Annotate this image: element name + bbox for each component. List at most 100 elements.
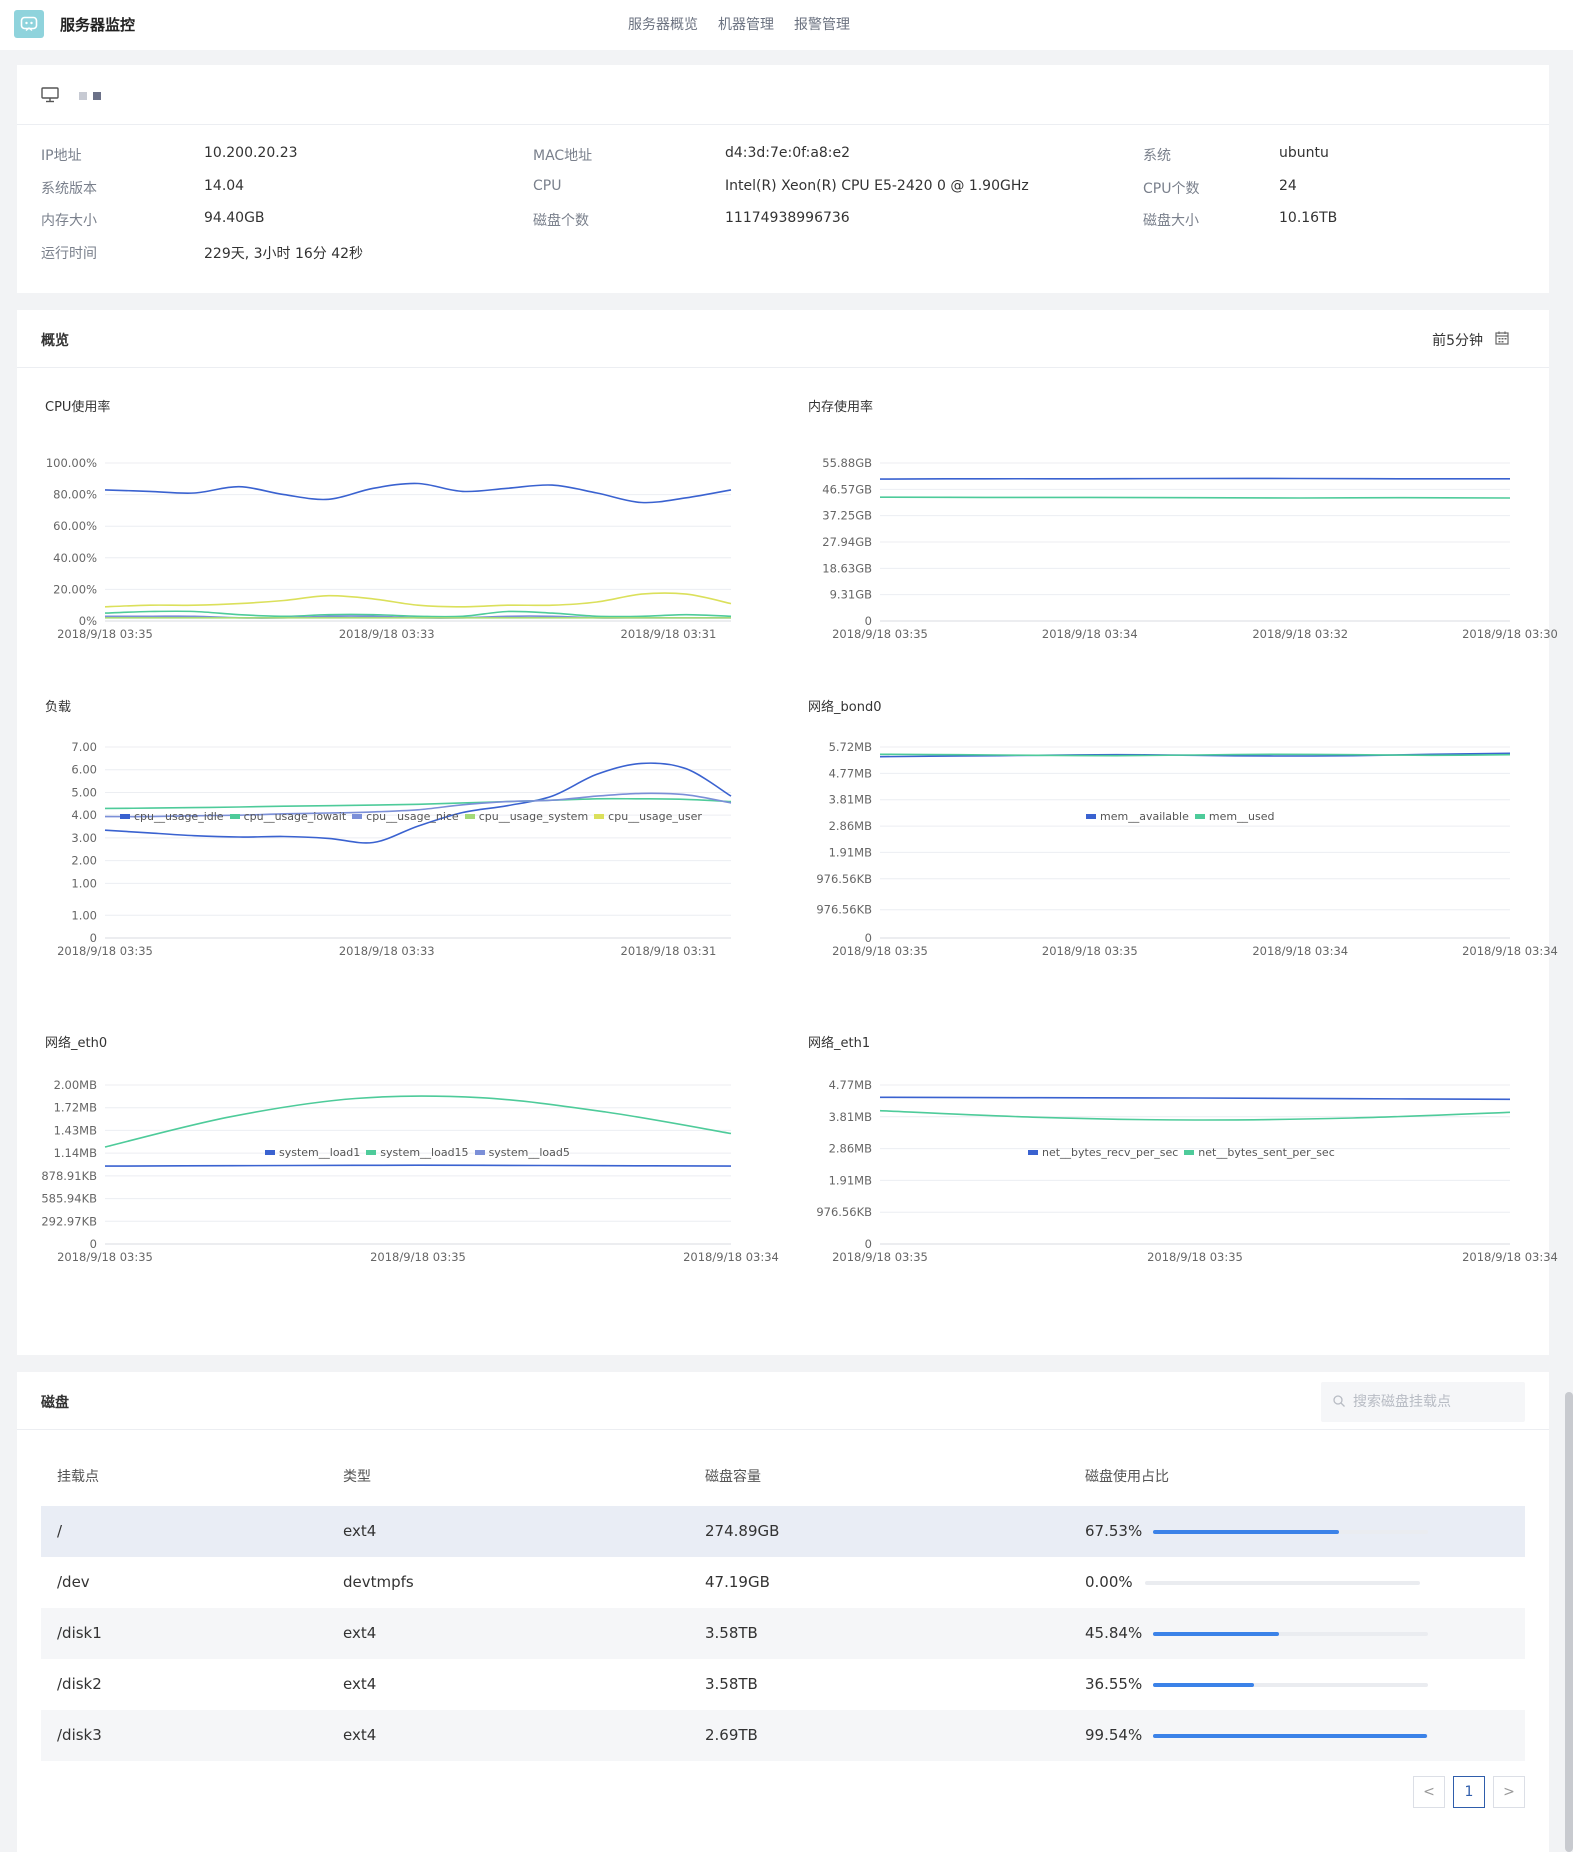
legend-label[interactable]: mem__used: [1208, 810, 1275, 823]
x-tick-label: 2018/9/18 03:34: [1042, 627, 1138, 641]
mount-cell: /disk3: [57, 1726, 102, 1744]
legend-swatch[interactable]: [352, 814, 363, 819]
legend-label[interactable]: cpu__usage_nice: [366, 810, 459, 823]
cpu-value: Intel(R) Xeon(R) CPU E5-2420 0 @ 1.90GHz: [725, 177, 1029, 194]
table-row[interactable]: / ext4 274.89GB 67.53%: [41, 1506, 1525, 1557]
legend-label[interactable]: cpu__usage_iowait: [243, 810, 347, 823]
series-line-mem__available: [879, 477, 1510, 480]
legend-swatch[interactable]: [594, 814, 605, 819]
usage-cell: 45.84%: [1085, 1624, 1143, 1642]
legend-label[interactable]: mem__available: [1100, 810, 1189, 823]
legend-label[interactable]: system__load1: [279, 1146, 361, 1159]
col-type[interactable]: 类型: [343, 1469, 371, 1485]
app-logo-icon[interactable]: [14, 10, 44, 38]
nav-alert-management[interactable]: 报警管理: [794, 17, 850, 33]
pagination-prev-button[interactable]: <: [1413, 1776, 1445, 1808]
table-row[interactable]: /dev devtmpfs 47.19GB 0.00%: [41, 1557, 1525, 1608]
overview-header: 概览 前5分钟: [17, 310, 1549, 368]
legend-label[interactable]: system__load5: [488, 1146, 570, 1159]
nav-server-overview[interactable]: 服务器概览: [628, 17, 698, 33]
y-tick-label: 1.91MB: [829, 1173, 873, 1187]
cpu-count-label: CPU个数: [1143, 180, 1200, 197]
y-tick-label: 80.00%: [53, 488, 97, 502]
disk-search-input[interactable]: [1353, 1382, 1518, 1422]
legend-swatch[interactable]: [1086, 814, 1096, 819]
load-chart: 7.006.005.004.003.002.001.001.0002018/9/…: [57, 740, 732, 958]
y-tick-label: 7.00: [71, 740, 97, 754]
memory-label: 内存大小: [41, 213, 97, 229]
legend-swatch[interactable]: [1184, 1150, 1195, 1155]
legend-swatch[interactable]: [366, 1150, 377, 1155]
usage-bar-fill: [1153, 1530, 1339, 1534]
x-tick-label: 2018/9/18 03:34: [683, 1250, 779, 1264]
legend-swatch[interactable]: [265, 1150, 275, 1155]
y-tick-label: 1.00: [71, 876, 97, 890]
y-tick-label: 0: [865, 1237, 872, 1251]
series-line-net__bytes_recv_per_sec: [104, 1164, 732, 1167]
y-tick-label: 5.00: [71, 785, 97, 799]
legend-label[interactable]: cpu__usage_user: [608, 810, 702, 823]
legend-swatch[interactable]: [464, 814, 475, 819]
table-row[interactable]: /disk2 ext4 3.58TB 36.55%: [41, 1659, 1525, 1710]
legend-label[interactable]: system__load15: [380, 1146, 469, 1159]
y-tick-label: 6.00: [71, 763, 97, 777]
monitor-icon: [41, 87, 59, 103]
network-bond0-chart: 5.72MB 4.77MB 3.81MB 2.86MB 1.91MB 976.56KB 97…: [816, 740, 1558, 958]
legend-swatch[interactable]: [1028, 1150, 1038, 1155]
y-tick-label: 2.00: [71, 854, 97, 868]
y-tick-label: 4.00: [71, 808, 97, 822]
legend-label[interactable]: net__bytes_recv_per_sec: [1042, 1146, 1179, 1159]
cpu-label: CPU: [533, 177, 562, 194]
mount-cell: /disk2: [57, 1675, 102, 1693]
type-cell: devtmpfs: [343, 1573, 414, 1591]
y-tick-label: 9.31GB: [830, 588, 873, 602]
usage-bar: [1153, 1683, 1428, 1687]
y-tick-label: 27.94GB: [822, 535, 872, 549]
legend-label[interactable]: cpu__usage_system: [478, 810, 589, 823]
y-tick-label: 292.97KB: [41, 1214, 97, 1228]
y-tick-label: 60.00%: [53, 519, 97, 533]
calendar-icon[interactable]: [1495, 331, 1509, 345]
col-usage[interactable]: 磁盘使用占比: [1085, 1469, 1169, 1485]
page-scrollbar[interactable]: [1565, 1392, 1573, 1852]
legend-swatch[interactable]: [474, 1150, 485, 1155]
uptime-label: 运行时间: [41, 245, 97, 262]
col-capacity[interactable]: 磁盘容量: [705, 1469, 761, 1485]
info-row: 系统版本 14.04 CPU Intel(R) Xeon(R) CPU E5-2…: [41, 178, 1531, 211]
machine-info-grid: IP地址 10.200.20.23 MAC地址 d4:3d:7e:0f:a8:e…: [41, 145, 1531, 275]
disk-card: 磁盘 挂载点 类型 磁盘容量 磁盘使用占比 / ext4 274.89GB 67…: [17, 1372, 1549, 1852]
series-line-net__bytes_sent_per_sec: [879, 753, 1511, 757]
nav-machine-management[interactable]: 机器管理: [718, 17, 774, 33]
legend-swatch[interactable]: [120, 814, 130, 819]
cpu-count-value: 24: [1279, 177, 1297, 194]
top-bar: 服务器监控 服务器概览 机器管理 报警管理: [0, 0, 1573, 50]
legend-swatch[interactable]: [1194, 814, 1205, 819]
y-tick-label: 585.94KB: [41, 1192, 97, 1206]
usage-bar-fill: [1153, 1734, 1427, 1738]
series-line-mem__used: [879, 496, 1511, 499]
table-row[interactable]: /disk1 ext4 3.58TB 45.84%: [41, 1608, 1525, 1659]
legend-label[interactable]: cpu__usage_idle: [134, 810, 224, 823]
machine-info-card: IP地址 10.200.20.23 MAC地址 d4:3d:7e:0f:a8:e…: [17, 65, 1549, 293]
x-tick-label: 2018/9/18 03:34: [1462, 944, 1558, 958]
disk-size-label: 磁盘大小: [1143, 213, 1199, 229]
legend-label[interactable]: net__bytes_sent_per_sec: [1198, 1146, 1335, 1159]
col-mount[interactable]: 挂载点: [57, 1469, 99, 1485]
os-value: ubuntu: [1279, 145, 1329, 161]
pagination-page-1[interactable]: 1: [1453, 1776, 1485, 1808]
x-tick-label: 2018/9/18 03:34: [1252, 944, 1348, 958]
pagination-next-button[interactable]: >: [1493, 1776, 1525, 1808]
table-row[interactable]: /disk3 ext4 2.69TB 99.54%: [41, 1710, 1525, 1761]
y-tick-label: 3.81MB: [829, 793, 873, 807]
usage-cell: 67.53%: [1085, 1522, 1143, 1540]
x-tick-label: 2018/9/18 03:34: [1462, 1250, 1558, 1264]
capacity-cell: 47.19GB: [705, 1573, 770, 1591]
time-range-selector[interactable]: 前5分钟: [1432, 333, 1483, 349]
type-cell: ext4: [343, 1675, 377, 1693]
usage-bar: [1145, 1581, 1420, 1585]
legend-swatch[interactable]: [229, 814, 240, 819]
y-tick-label: 100.00%: [46, 456, 97, 470]
series-line-net__bytes_sent_per_sec: [104, 1095, 732, 1148]
y-tick-label: 18.63GB: [822, 561, 872, 575]
disk-table-header: 挂载点 类型 磁盘容量 磁盘使用占比: [41, 1452, 1525, 1496]
